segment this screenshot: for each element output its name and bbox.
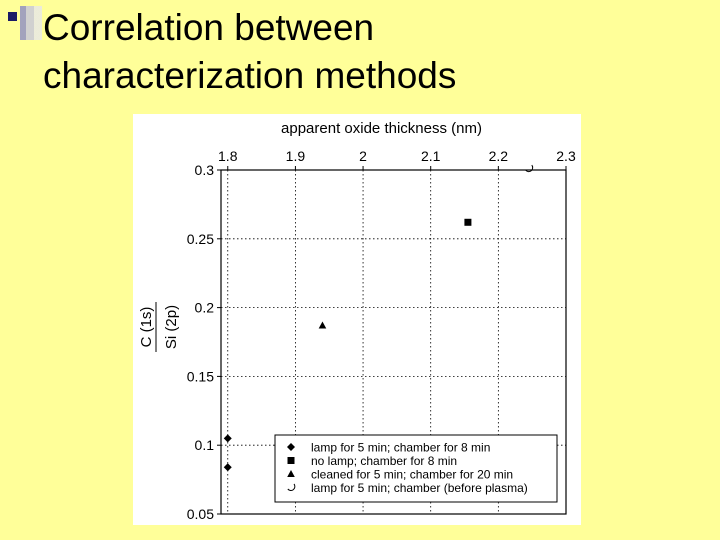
legend — [274, 434, 558, 503]
legend-marker-diamond — [287, 443, 295, 451]
x-tick-label: 1.9 — [286, 148, 306, 164]
x-tick-label: 1.8 — [218, 148, 238, 164]
legend-marker-triangle — [287, 470, 295, 477]
legend-label: lamp for 5 min; chamber (before plasma) — [311, 481, 528, 495]
data-point-triangle — [318, 321, 327, 329]
x-tick-label: 2.2 — [489, 148, 509, 164]
y-axis-title: C (1s) Si (2p) — [138, 302, 180, 352]
plot-area — [220, 169, 567, 515]
title-line-1: Correlation between — [43, 7, 375, 48]
y-axis-title-denominator: Si (2p) — [163, 305, 180, 349]
data-points — [223, 164, 534, 472]
x-tick-label: 2.3 — [556, 148, 576, 164]
axis-ticks: 1.8 1.9 2 2.1 2.2 2.3 0.3 0.25 0.2 0.15 0.1 0.05 — [187, 148, 576, 522]
y-tick-label: 0.05 — [187, 506, 214, 522]
legend-label: no lamp; chamber for 8 min — [311, 454, 457, 468]
y-tick-label: 0.2 — [195, 300, 215, 316]
bullet-decoration — [20, 6, 48, 40]
title-line-2: characterization methods — [43, 55, 457, 96]
data-point-open-circle — [525, 164, 534, 173]
y-tick-label: 0.15 — [187, 368, 214, 384]
slide-title: Correlation between characterization met… — [43, 4, 456, 100]
data-point-diamond — [223, 463, 232, 472]
x-tick-label: 2.1 — [421, 148, 441, 164]
bullet-icon — [8, 12, 17, 21]
data-point-square — [464, 218, 472, 226]
y-tick-label: 0.25 — [187, 231, 214, 247]
x-tick-label: 2 — [359, 148, 367, 164]
x-axis-title: apparent oxide thickness (nm) — [281, 120, 482, 137]
legend-marker-open-circle — [287, 483, 296, 491]
y-tick-label: 0.3 — [195, 162, 215, 178]
y-axis-title-numerator: C (1s) — [138, 307, 155, 348]
legend-label: cleaned for 5 min; chamber for 20 min — [311, 468, 513, 482]
legend-marker-square — [287, 457, 295, 464]
legend-label: lamp for 5 min; chamber for 8 min — [311, 441, 490, 455]
data-point-diamond — [223, 434, 232, 443]
y-tick-label: 0.1 — [195, 437, 215, 453]
